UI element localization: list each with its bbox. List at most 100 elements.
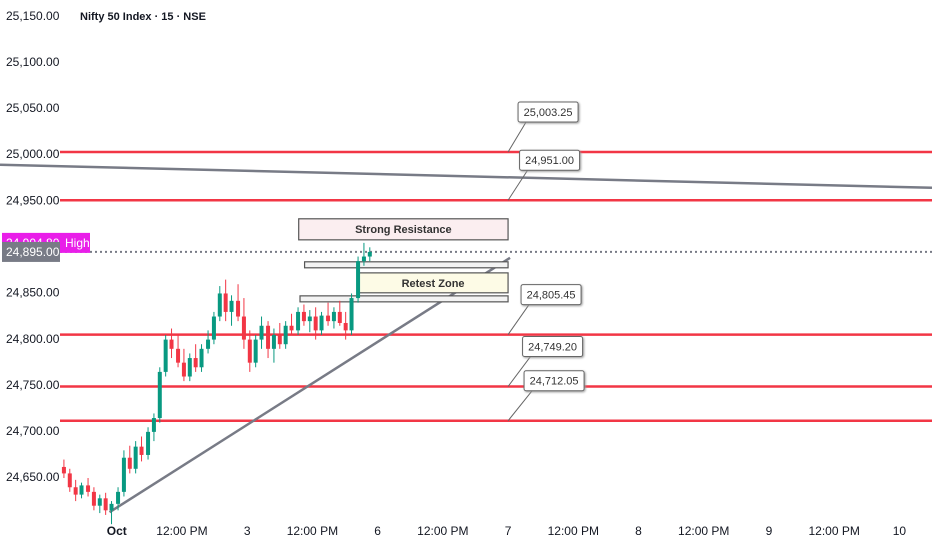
candle-body xyxy=(236,300,241,317)
candle-body xyxy=(289,325,294,331)
candle-body xyxy=(253,339,258,363)
candle-body xyxy=(187,358,192,377)
candle-body xyxy=(116,491,121,504)
y-tick-label: 24,850.00 xyxy=(6,286,60,300)
zone-label: Strong Resistance xyxy=(355,224,452,236)
candle-body xyxy=(307,316,312,322)
candle-body xyxy=(229,300,234,312)
candle-body xyxy=(97,498,102,506)
callout-box xyxy=(522,335,584,357)
y-tick-label: 24,700.00 xyxy=(6,424,60,438)
x-tick-label: 12:00 PM xyxy=(156,524,207,538)
high-tag xyxy=(60,232,90,253)
last-price-badge xyxy=(2,241,60,262)
x-tick-label: 12:00 PM xyxy=(808,524,859,538)
candle-body xyxy=(283,325,288,345)
candle-body xyxy=(176,348,181,363)
callout-pointer xyxy=(507,169,528,201)
candle-body xyxy=(91,491,96,506)
candle-body xyxy=(349,298,354,331)
y-tick-label: 24,650.00 xyxy=(6,470,60,484)
candle-body xyxy=(133,446,138,469)
zone xyxy=(303,261,509,269)
callout-label: 24,749.20 xyxy=(528,341,577,353)
callout-box xyxy=(523,370,585,392)
callout-pointer xyxy=(507,304,530,335)
candle-body xyxy=(103,498,108,511)
candle-body xyxy=(367,251,372,257)
candle-body xyxy=(86,485,91,492)
candle-body xyxy=(266,325,271,349)
callout-box xyxy=(519,149,581,171)
plot-area: Strong Resistance Retest Zone 25,003.25 24,… xyxy=(0,101,932,525)
x-tick-label: 7 xyxy=(505,524,512,538)
callout-pointer xyxy=(507,356,531,387)
zone-label: Retest Zone xyxy=(402,278,465,290)
candle-body xyxy=(121,457,126,492)
candle-body xyxy=(343,322,348,331)
candle-body xyxy=(217,293,222,317)
high-tag-label: High xyxy=(65,236,90,250)
y-tick-label: 24,800.00 xyxy=(6,332,60,346)
callout-label: 24,712.05 xyxy=(530,376,579,388)
candle-body xyxy=(356,261,361,299)
candle-body xyxy=(313,316,318,331)
candle-body xyxy=(139,446,144,455)
candle-body xyxy=(361,256,366,262)
candle-body xyxy=(247,339,252,363)
candle-body xyxy=(146,431,151,455)
x-tick-label: 10 xyxy=(893,524,907,538)
candle-body xyxy=(67,473,72,488)
callout-label: 25,003.25 xyxy=(524,107,573,119)
candle-body xyxy=(223,293,228,312)
candle-body xyxy=(337,311,342,323)
x-tick-label: Oct xyxy=(107,524,127,538)
last-price-label: 24,895.00 xyxy=(6,245,60,259)
candle-body xyxy=(163,339,168,372)
callout-pointer xyxy=(507,121,527,153)
trend-line xyxy=(0,163,932,190)
candle-body xyxy=(331,311,336,322)
candle-body xyxy=(193,358,198,368)
x-tick-label: 12:00 PM xyxy=(417,524,468,538)
candle-body xyxy=(181,362,186,377)
x-tick-label: 3 xyxy=(244,524,251,538)
y-tick-label: 25,100.00 xyxy=(6,55,60,69)
candle-body xyxy=(157,371,162,419)
chart-title: Nifty 50 Index · 15 · NSE xyxy=(80,11,206,23)
candle-body xyxy=(211,316,216,340)
candle-body xyxy=(206,339,211,349)
x-tick-label: 8 xyxy=(635,524,642,538)
zone xyxy=(299,295,509,303)
candle-body xyxy=(319,315,324,331)
candle-body xyxy=(151,418,156,432)
candle-body xyxy=(169,339,174,349)
x-tick-label: 6 xyxy=(374,524,381,538)
candle-body xyxy=(73,487,78,495)
y-tick-label: 25,050.00 xyxy=(6,101,60,115)
candle-body xyxy=(79,485,84,495)
callout-label: 24,805.45 xyxy=(527,289,576,301)
candle-body xyxy=(277,334,282,345)
callout-box xyxy=(517,101,579,123)
candle-body xyxy=(326,315,331,322)
x-tick-label: 12:00 PM xyxy=(548,524,599,538)
y-tick-label: 24,950.00 xyxy=(6,193,60,207)
callout-box xyxy=(520,284,582,306)
candle-body xyxy=(127,457,132,469)
candle-body xyxy=(241,316,246,340)
y-tick-label: 24,750.00 xyxy=(6,378,60,392)
callout-pointer xyxy=(507,390,533,422)
y-tick-label: 25,150.00 xyxy=(6,9,60,23)
callout-label: 24,951.00 xyxy=(525,155,574,167)
x-tick-label: 9 xyxy=(766,524,773,538)
zone xyxy=(298,218,509,241)
candle-body xyxy=(61,466,66,474)
candle-body xyxy=(259,325,264,340)
y-tick-label: 25,000.00 xyxy=(6,147,60,161)
candle-body xyxy=(301,311,306,322)
candle-body xyxy=(109,503,114,511)
candle-body xyxy=(199,348,204,368)
